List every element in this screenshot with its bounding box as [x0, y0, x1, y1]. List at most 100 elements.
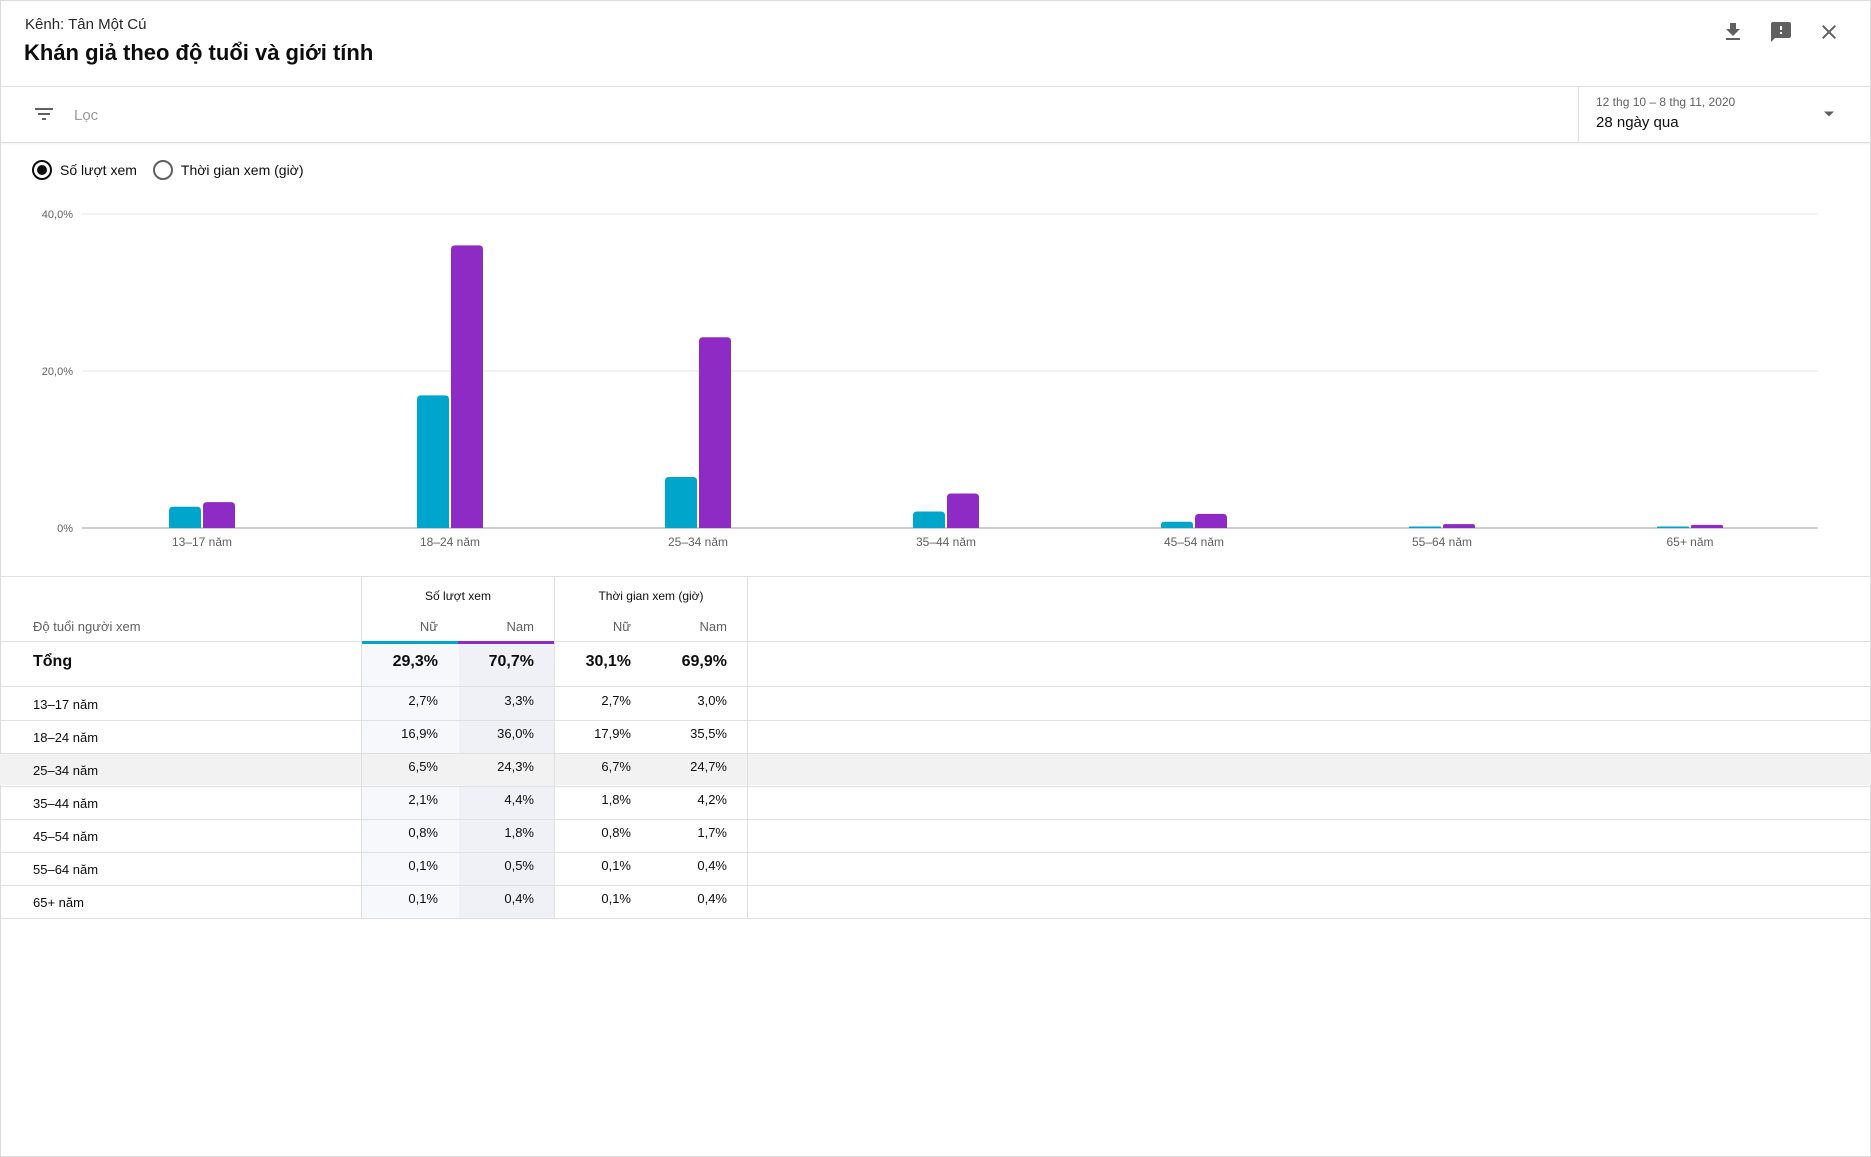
group-header-watch-time[interactable]: Thời gian xem (giờ) [598, 589, 704, 603]
close-button[interactable] [1811, 14, 1847, 50]
dimension-header: Độ tuổi người xem [33, 619, 141, 634]
row-divider [0, 885, 1871, 886]
bar-male-2[interactable] [699, 337, 731, 528]
total-views-female: 29,3% [392, 653, 438, 670]
filter-input[interactable] [72, 102, 1556, 128]
total-divider [0, 686, 1871, 687]
bar-male-5[interactable] [1443, 524, 1475, 528]
filter-list-icon [35, 108, 53, 120]
cell-35-44-watch-female: 1,8% [601, 792, 631, 807]
filter-bar: 12 thg 10 – 8 thg 11, 2020 28 ngày qua [0, 86, 1871, 143]
cell-45-54-watch-male: 1,7% [697, 825, 727, 840]
channel-name: Kênh: Tân Một Cú [25, 16, 147, 33]
download-icon [1726, 23, 1740, 40]
radio-views-circle[interactable] [32, 160, 52, 180]
cell-45-54-watch-female: 0,8% [601, 825, 631, 840]
page-title: Khán giả theo độ tuổi và giới tính [24, 40, 374, 65]
cell-25-34-views-female: 6,5% [408, 759, 438, 774]
column-divider [747, 577, 748, 919]
bar-female-0[interactable] [169, 506, 201, 528]
bar-female-6[interactable] [1657, 526, 1689, 529]
subheader-views-male[interactable]: Nam [506, 619, 534, 634]
dialog-header: Kênh: Tân Một Cú Khán giả theo độ tuổi v… [0, 0, 1871, 87]
cell-25-34-views-male: 24,3% [497, 759, 534, 774]
row-divider [0, 786, 1871, 787]
bar-female-3[interactable] [913, 511, 945, 528]
radio-watch-time-circle[interactable] [152, 160, 173, 180]
row-divider [0, 918, 1871, 919]
close-icon [1822, 25, 1836, 39]
cell-18-24-views-male: 36,0% [497, 726, 534, 741]
row-hover-highlight [0, 753, 1871, 785]
x-tick-label: 18–24 năm [420, 535, 480, 549]
cell-55-64-views-female: 0,1% [408, 858, 438, 873]
bar-female-4[interactable] [1161, 521, 1193, 528]
bar-male-3[interactable] [947, 493, 979, 528]
header-divider [0, 641, 1871, 642]
cell-65-plus-views-male: 0,4% [504, 891, 534, 906]
x-tick-label: 13–17 năm [172, 535, 232, 549]
row-label-55-64: 55–64 năm [33, 862, 99, 877]
x-tick-label: 45–54 năm [1164, 535, 1224, 549]
female-legend-bar [362, 641, 458, 644]
download-button[interactable] [1715, 14, 1751, 50]
cell-55-64-views-male: 0,5% [504, 858, 534, 873]
filter-button[interactable] [30, 100, 58, 128]
bar-male-6[interactable] [1691, 524, 1723, 528]
radio-watch-time[interactable]: Thời gian xem (giờ) [152, 160, 304, 180]
cell-65-plus-watch-female: 0,1% [601, 891, 631, 906]
male-legend-bar [458, 641, 554, 644]
row-label-45-54: 45–54 năm [33, 829, 99, 844]
feedback-button[interactable] [1763, 14, 1799, 50]
cell-55-64-watch-male: 0,4% [697, 858, 727, 873]
age-gender-table: Số lượt xem Thời gian xem (giờ) Độ tuổi … [0, 576, 1871, 919]
y-tick-label: 20,0% [42, 366, 73, 378]
cell-45-54-views-male: 1,8% [504, 825, 534, 840]
total-views-male: 70,7% [488, 653, 534, 670]
column-divider [554, 577, 555, 919]
subheader-watch-female[interactable]: Nữ [612, 619, 631, 634]
feedback-icon [1771, 22, 1791, 42]
cell-45-54-views-female: 0,8% [408, 825, 438, 840]
bar-male-1[interactable] [451, 245, 483, 528]
cell-18-24-watch-female: 17,9% [594, 726, 631, 741]
cell-35-44-watch-male: 4,2% [697, 792, 727, 807]
row-label-25-34: 25–34 năm [33, 763, 99, 778]
cell-13-17-watch-female: 2,7% [601, 693, 631, 708]
cell-25-34-watch-female: 6,7% [601, 759, 631, 774]
y-tick-label: 40,0% [42, 209, 73, 221]
bar-male-0[interactable] [203, 502, 235, 528]
date-range-picker[interactable]: 12 thg 10 – 8 thg 11, 2020 28 ngày qua [1578, 86, 1871, 142]
x-tick-label: 65+ năm [1666, 535, 1713, 549]
subheader-watch-male[interactable]: Nam [699, 619, 727, 634]
cell-65-plus-views-female: 0,1% [408, 891, 438, 906]
radio-views[interactable]: Số lượt xem [32, 160, 137, 180]
cell-13-17-views-female: 2,7% [408, 693, 438, 708]
cell-13-17-views-male: 3,3% [504, 693, 534, 708]
total-label: Tổng [33, 653, 73, 670]
cell-35-44-views-female: 2,1% [408, 792, 438, 807]
total-watch-male: 69,9% [681, 653, 727, 670]
date-range-text: 12 thg 10 – 8 thg 11, 2020 [1596, 95, 1736, 109]
x-tick-label: 25–34 năm [668, 535, 728, 549]
radio-watch-time-label: Thời gian xem (giờ) [180, 162, 304, 178]
bar-female-1[interactable] [417, 395, 449, 528]
bar-female-2[interactable] [665, 476, 697, 528]
dropdown-arrow-icon [1824, 111, 1834, 117]
cell-13-17-watch-male: 3,0% [697, 693, 727, 708]
bar-male-4[interactable] [1195, 513, 1227, 528]
x-tick-label: 35–44 năm [916, 535, 976, 549]
bar-female-5[interactable] [1409, 526, 1441, 529]
group-header-views[interactable]: Số lượt xem [425, 589, 491, 603]
total-watch-female: 30,1% [585, 653, 631, 670]
date-period-text: 28 ngày qua [1596, 114, 1679, 131]
radio-views-label: Số lượt xem [60, 162, 137, 178]
cell-18-24-watch-male: 35,5% [690, 726, 727, 741]
subheader-views-female[interactable]: Nữ [419, 619, 438, 634]
cell-18-24-views-female: 16,9% [401, 726, 438, 741]
row-divider [0, 819, 1871, 820]
row-label-65-plus: 65+ năm [33, 895, 84, 910]
cell-25-34-watch-male: 24,7% [690, 759, 727, 774]
column-divider [361, 577, 362, 919]
row-divider [0, 852, 1871, 853]
